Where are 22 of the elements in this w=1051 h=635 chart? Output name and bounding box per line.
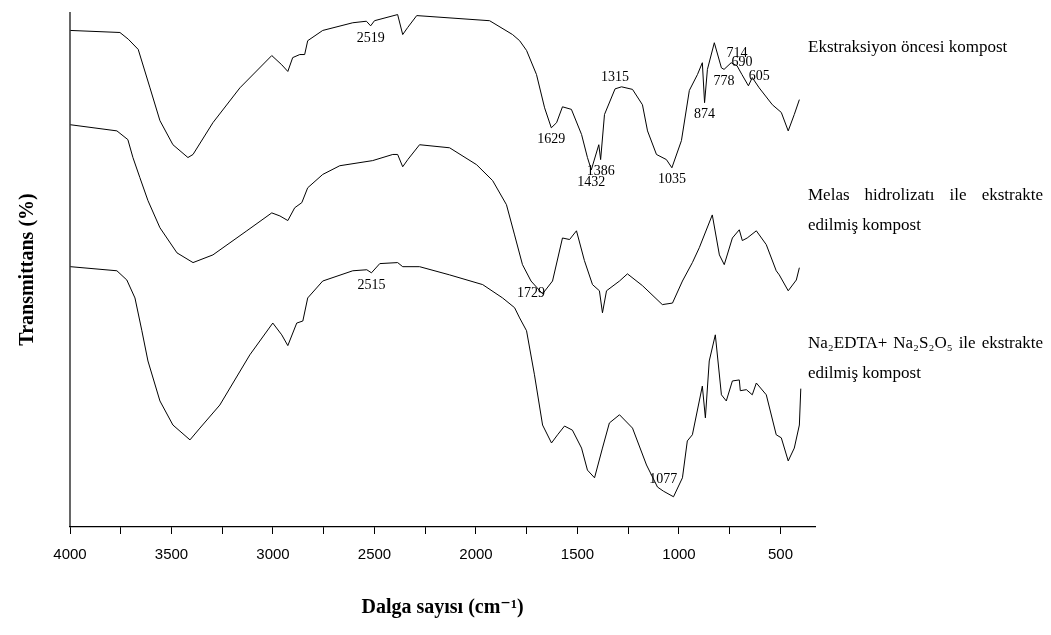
text: Melas hidrolizatı ile ekstrakte edilmiş kompost bbox=[808, 184, 1043, 236]
x-tick-label: 2500 bbox=[357, 545, 392, 563]
x-tick-label: 500 bbox=[767, 545, 794, 563]
series-label: Na₂EDTA+ Na₂S₂O₅ ile ekstrakte edilmiş kompost bbox=[808, 332, 1043, 384]
x-tick-label: 1500 bbox=[560, 545, 595, 563]
text: Ekstraksiyon öncesi kompost bbox=[808, 36, 1009, 58]
x-tick-label: 4000 bbox=[53, 545, 87, 563]
annotation: 1629 bbox=[537, 131, 566, 147]
annotation: 874 bbox=[694, 106, 716, 122]
annotation: 1729 bbox=[517, 284, 546, 300]
y-axis-title: Transmittans (%) bbox=[15, 193, 39, 346]
x-tick-label: 1000 bbox=[662, 545, 696, 563]
annotation: 605 bbox=[748, 67, 770, 83]
x-tick-label: 2000 bbox=[459, 545, 493, 563]
x-tick-label: 3000 bbox=[256, 545, 290, 563]
annotation: 778 bbox=[713, 73, 735, 89]
annotation: 1035 bbox=[657, 171, 686, 187]
x-axis-title: Dalga sayısı (cm⁻¹) bbox=[361, 595, 524, 619]
annotation: 2515 bbox=[357, 276, 386, 292]
annotation: 2519 bbox=[356, 29, 385, 45]
x-tick-label: 3500 bbox=[154, 545, 189, 563]
annotation: 1315 bbox=[601, 68, 630, 84]
